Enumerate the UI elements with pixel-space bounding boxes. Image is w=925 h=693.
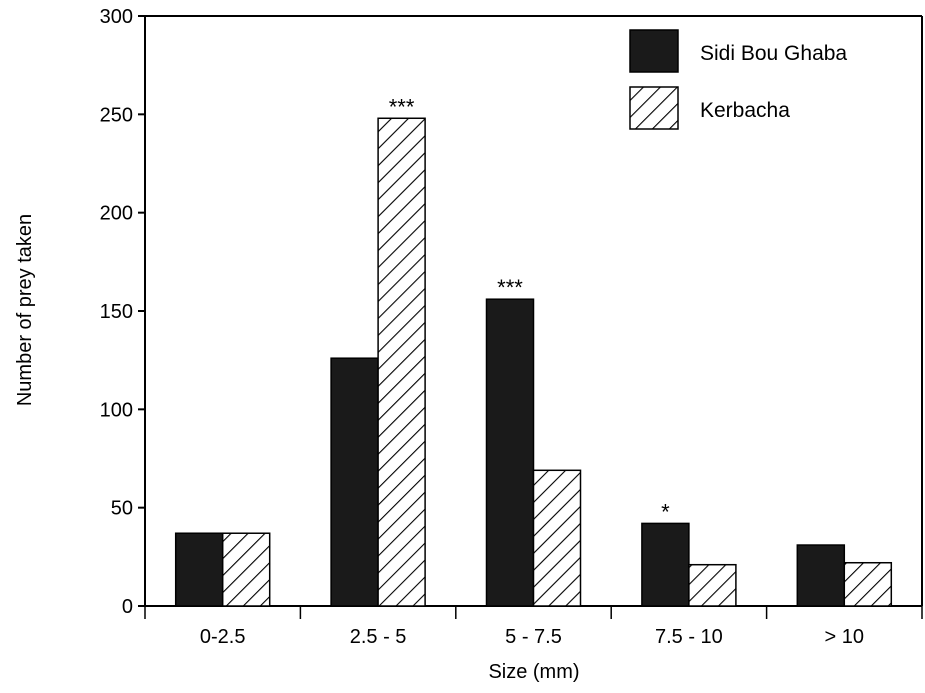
x-tick-label: 7.5 - 10 <box>655 626 723 648</box>
bar-kerbacha <box>688 563 737 607</box>
bar-sidi-bou-ghaba <box>330 357 379 607</box>
legend-label: Kerbacha <box>700 99 790 122</box>
x-tick-label: > 10 <box>825 626 864 648</box>
x-axis-label: Size (mm) <box>488 661 579 683</box>
y-tick-label: 300 <box>100 6 133 28</box>
x-axis: 0-2.5 2.5 - 5 5 - 7.5 7.5 - 10 > 10 <box>138 605 923 648</box>
bar-sidi-bou-ghaba <box>641 522 690 607</box>
y-tick-label: 0 <box>122 596 133 618</box>
bar-kerbacha <box>843 561 893 607</box>
legend-swatch <box>629 29 679 73</box>
annotations: ******* <box>389 94 670 524</box>
significance-label: *** <box>389 94 415 119</box>
legend-label: Sidi Bou Ghaba <box>700 42 847 65</box>
y-axis: 0 50 100 150 200 250 300 <box>100 6 145 618</box>
y-tick-label: 150 <box>100 301 133 323</box>
x-tick-label: 2.5 - 5 <box>350 626 407 648</box>
bar-kerbacha <box>377 117 426 607</box>
y-axis-label: Number of prey taken <box>14 214 36 406</box>
significance-label: *** <box>497 275 523 300</box>
legend: Sidi Bou Ghaba Kerbacha <box>629 29 847 130</box>
bar-sidi-bou-ghaba <box>796 544 846 607</box>
bar-sidi-bou-ghaba <box>485 298 535 607</box>
y-tick-label: 100 <box>100 399 133 421</box>
bars <box>174 117 893 607</box>
bar-kerbacha <box>221 532 271 607</box>
legend-swatch <box>629 86 679 130</box>
bar-kerbacha <box>532 469 582 607</box>
significance-label: * <box>661 499 670 524</box>
y-tick-label: 50 <box>111 498 133 520</box>
y-tick-label: 200 <box>100 203 133 225</box>
x-tick-label: 0-2.5 <box>200 626 246 648</box>
y-tick-label: 250 <box>100 104 133 126</box>
bar-sidi-bou-ghaba <box>174 532 224 607</box>
x-tick-label: 5 - 7.5 <box>505 626 562 648</box>
